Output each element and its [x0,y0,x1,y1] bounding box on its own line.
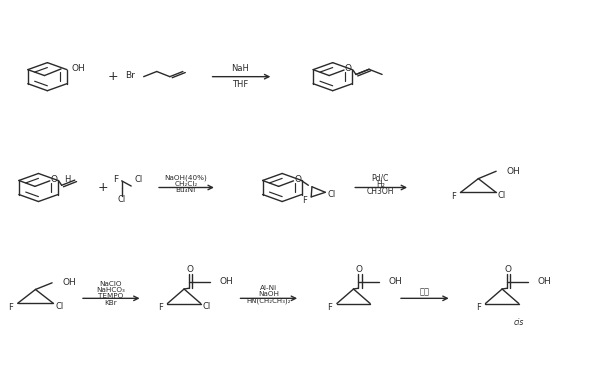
Text: O: O [345,64,352,73]
Text: 蒸馏: 蒸馏 [420,287,430,296]
Text: F: F [158,303,163,312]
Text: NaClO: NaClO [100,281,122,287]
Text: F: F [113,174,118,183]
Text: Cl: Cl [327,190,335,199]
Text: Cl: Cl [135,174,143,183]
Text: KBr: KBr [104,300,118,306]
Text: Pd/C: Pd/C [371,174,389,183]
Text: +: + [107,70,118,83]
Text: Bu₄NI: Bu₄NI [176,188,196,194]
Text: O: O [505,265,512,274]
Text: O: O [50,175,58,184]
Text: O: O [356,265,363,274]
Text: NaOH(40%): NaOH(40%) [164,175,207,181]
Text: Cl: Cl [118,195,126,204]
Text: OH: OH [537,277,551,286]
Text: F: F [302,196,307,205]
Text: F: F [476,303,481,312]
Text: Al-Ni: Al-Ni [260,285,277,291]
Text: Cl: Cl [55,302,64,311]
Text: TEMPO: TEMPO [98,293,124,299]
Text: OH: OH [72,64,86,74]
Text: OH: OH [389,277,403,286]
Text: NaH: NaH [232,64,250,73]
Text: Br: Br [125,71,134,80]
Text: Cl: Cl [498,191,506,200]
Text: OH: OH [219,277,233,286]
Text: THF: THF [232,80,248,88]
Text: NaOH: NaOH [258,291,279,297]
Text: O: O [187,265,194,274]
Text: F: F [327,303,332,312]
Text: HN(CH₂CH₃)₂: HN(CH₂CH₃)₂ [246,297,291,304]
Text: H: H [64,175,71,184]
Text: CH₂Cl₂: CH₂Cl₂ [174,181,197,187]
Text: OH: OH [63,278,77,287]
Text: H₂: H₂ [376,180,385,189]
Text: F: F [451,192,456,201]
Text: NaHCO₃: NaHCO₃ [97,287,125,293]
Text: CH3OH: CH3OH [367,187,394,196]
Text: cis: cis [514,318,524,327]
Text: OH: OH [507,167,521,176]
Text: +: + [97,181,108,194]
Text: F: F [8,303,13,312]
Text: O: O [294,175,301,184]
Text: Cl: Cl [203,302,211,311]
